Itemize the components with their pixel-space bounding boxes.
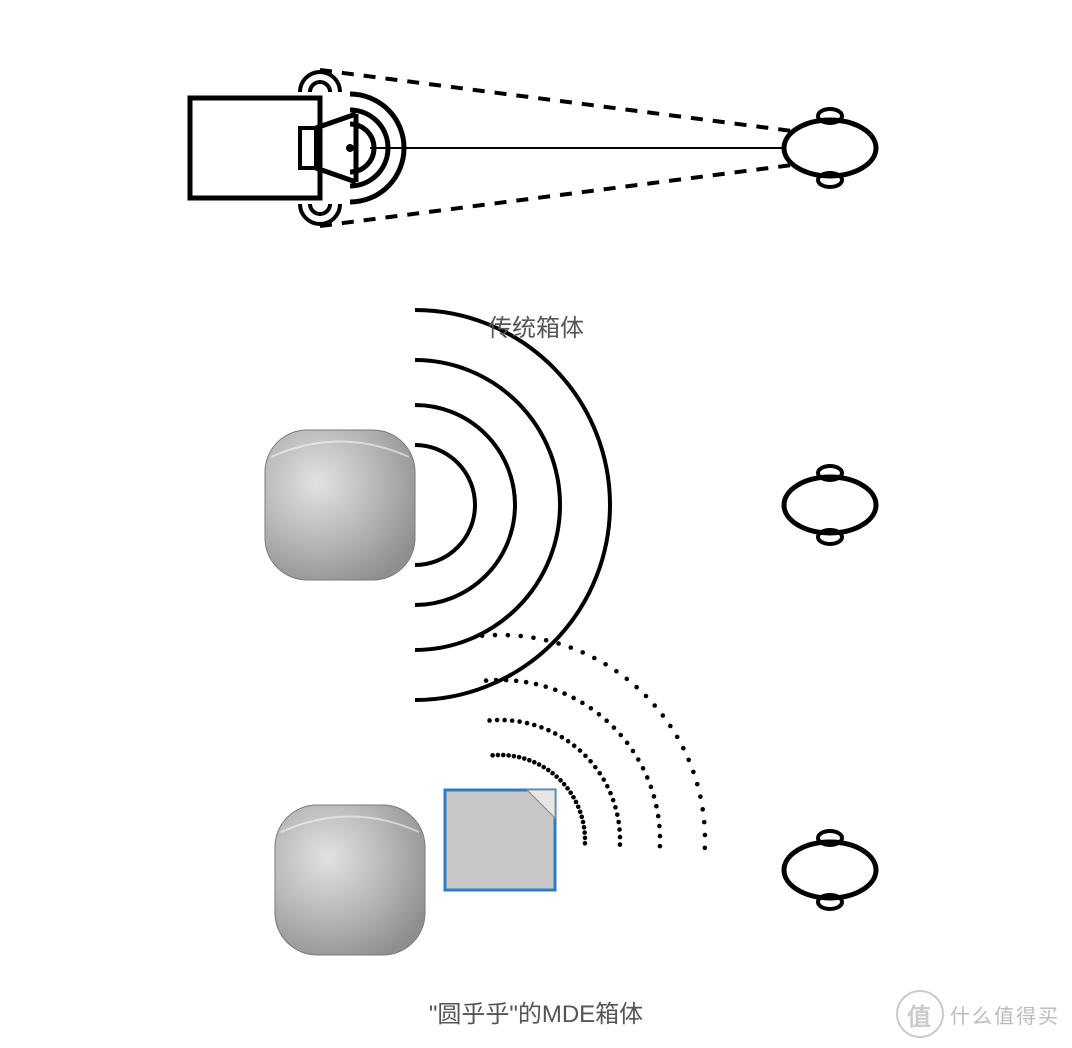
caption-mde: "圆乎乎"的MDE箱体 (0, 994, 1072, 1029)
caption-traditional: 传统箱体 (0, 308, 1072, 343)
diagram-canvas (0, 0, 1072, 1048)
